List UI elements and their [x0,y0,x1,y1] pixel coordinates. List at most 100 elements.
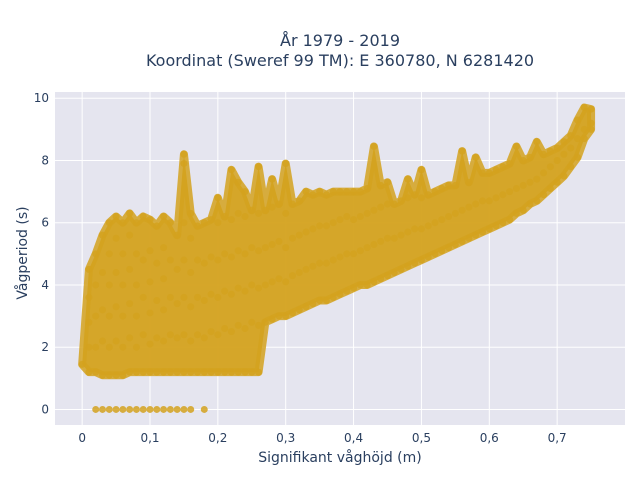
data-point-181 [289,272,296,280]
data-point-6 [126,405,134,413]
data-point-96 [180,293,188,301]
data-point-188 [302,303,310,311]
data-point-56 [132,368,140,376]
data-point-74 [153,334,161,342]
x-tick-label: 0,1 [140,431,159,445]
data-point-52 [126,300,134,308]
data-point-231 [370,142,378,150]
data-point-16 [200,405,208,413]
data-point-229 [370,240,378,248]
y-tick-label: 2 [41,340,49,354]
data-point-197 [316,259,324,267]
data-point-98 [180,219,188,227]
data-point-153 [248,281,256,289]
data-point-151 [248,368,256,376]
data-point-224 [363,281,371,289]
data-point-47 [119,281,127,289]
data-point-268 [445,181,453,189]
data-point-0 [78,360,86,368]
data-point-78 [160,368,168,376]
data-point-77 [153,222,161,230]
data-point-26 [92,250,100,258]
data-point-289 [492,166,500,174]
data-point-172 [275,275,283,283]
data-point-136 [227,253,235,261]
data-point-72 [146,216,154,224]
data-point-234 [377,203,385,211]
data-point-192 [309,300,317,308]
data-point-220 [356,281,364,289]
data-point-203 [322,191,330,199]
data-point-130 [221,287,229,295]
data-point-8 [139,405,147,413]
data-point-3 [105,405,113,413]
data-point-283 [479,169,486,177]
data-point-298 [512,142,520,150]
data-point-163 [261,281,269,289]
data-point-105 [187,234,195,242]
data-point-66 [139,212,147,220]
data-point-71 [146,247,154,255]
data-point-17 [85,368,93,376]
data-point-198 [316,222,324,230]
data-point-126 [214,219,222,227]
data-point-307 [533,138,541,146]
data-point-63 [139,331,147,339]
data-point-15 [187,405,195,413]
data-point-213 [343,250,351,258]
data-point-132 [221,212,229,220]
data-point-286 [485,169,493,177]
data-point-254 [417,225,425,233]
data-point-301 [519,156,527,164]
data-point-11 [160,405,168,413]
data-point-140 [234,321,242,329]
data-point-103 [187,303,195,311]
data-point-295 [506,160,514,168]
data-point-158 [255,284,263,292]
data-point-309 [540,169,548,177]
data-point-191 [302,188,310,196]
data-point-73 [153,368,161,376]
data-point-252 [411,191,419,199]
data-point-310 [540,150,548,158]
data-point-263 [438,247,446,255]
data-point-12 [166,405,174,413]
data-point-241 [390,234,398,242]
data-point-142 [234,247,242,255]
data-point-159 [255,247,263,255]
data-point-10 [153,405,161,413]
data-point-329 [587,125,595,133]
data-point-196 [316,297,324,305]
data-point-7 [132,405,140,413]
data-point-299 [519,206,527,214]
x-tick-label: 0,4 [344,431,363,445]
x-tick-labels: 0 0,1 0,2 0,3 0,4 0,5 0,6 0,7 [78,431,566,445]
data-point-2 [99,405,106,413]
data-point-143 [234,209,242,217]
data-point-54 [126,231,134,239]
data-point-23 [92,343,100,351]
data-point-258 [424,222,432,230]
data-point-148 [241,250,249,258]
data-point-320 [567,163,575,171]
y-tick-label: 10 [34,91,49,105]
data-point-120 [207,253,215,261]
data-point-24 [92,312,100,320]
data-point-111 [194,222,201,230]
data-point-68 [146,340,154,348]
data-point-146 [241,325,249,333]
data-point-43 [112,212,120,220]
data-point-211 [336,188,344,196]
data-point-284 [485,225,493,233]
data-point-187 [295,197,303,205]
x-tick-label: 0,2 [208,431,227,445]
data-point-221 [356,247,364,255]
data-point-139 [234,368,242,376]
data-point-128 [221,368,229,376]
data-point-155 [248,206,256,214]
data-point-34 [105,312,113,320]
data-point-195 [309,191,317,199]
data-point-230 [370,206,378,214]
x-tick-label: 0 [78,431,86,445]
data-point-64 [139,293,147,301]
